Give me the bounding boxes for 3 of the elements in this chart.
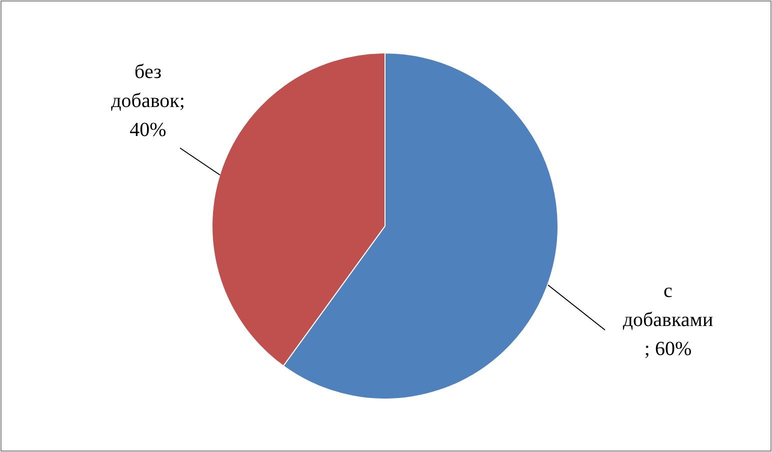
slice-label: без добавок; 40% bbox=[111, 61, 185, 141]
data-label: ; 60% bbox=[644, 338, 692, 360]
slice-label: с добавками bbox=[622, 280, 714, 331]
